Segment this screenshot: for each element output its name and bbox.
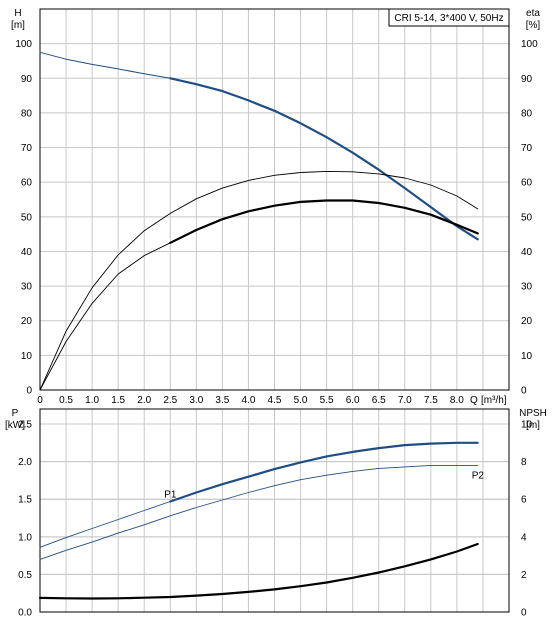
x-tick-label: 4.0 [241, 395, 255, 406]
lower-ticks: 0.0 0.5 1.0 1.5 2.0 2.5 0 2 4 6 8 10 [18, 420, 532, 619]
y-tick-label-right: 100 [521, 39, 538, 50]
lower-plot-frame [39, 408, 510, 613]
series-line-1-2 [39, 464, 479, 560]
y-axis-right-unit-top: [%] [526, 20, 541, 31]
y-tick-label-left: 2.0 [18, 457, 32, 468]
x-tick-label: 5.0 [294, 395, 308, 406]
y-tick-label-left: 1.0 [18, 532, 32, 543]
lower-grid [39, 409, 509, 613]
x-tick-label: 5.5 [320, 395, 334, 406]
y-axis-right-label-top: eta [526, 8, 540, 19]
y-axis-left-label-top: H [14, 8, 21, 19]
y-axis-right-unit-bottom: [m] [526, 420, 540, 431]
series-line-0-0 [39, 51, 171, 79]
y-tick-label-right: 8 [521, 457, 527, 468]
y-tick-label-left: 50 [21, 212, 33, 223]
x-tick-label: 7.0 [398, 395, 412, 406]
y-tick-label-right: 90 [521, 74, 533, 85]
series-label-p1: P1 [164, 489, 177, 500]
y-tick-label-left: 2.5 [18, 420, 32, 431]
y-tick-label-left: 100 [15, 39, 32, 50]
y-tick-label-right: 50 [521, 212, 533, 223]
y-tick-label-left: 20 [21, 316, 33, 327]
y-tick-label-left: 30 [21, 282, 33, 293]
chart-title: CRI 5-14, 3*400 V, 50Hz [394, 13, 503, 24]
y-tick-label-left: 80 [21, 108, 33, 119]
y-tick-label-right: 0 [521, 608, 527, 619]
series-line-1-0 [39, 501, 171, 548]
x-axis-unit: [m³/h] [481, 395, 507, 406]
series-line-0-1 [169, 77, 479, 241]
y-tick-label-right: 10 [521, 351, 533, 362]
series-line-1-1 [169, 441, 479, 503]
y-tick-label-right: 2 [521, 570, 527, 581]
y-tick-label-right: 4 [521, 532, 527, 543]
series-line-0-4 [169, 199, 479, 244]
y-tick-label-left: 40 [21, 247, 33, 258]
x-tick-label: 3.5 [215, 395, 229, 406]
y-tick-label-right: 0 [521, 386, 527, 397]
y-tick-label-left: 0 [26, 386, 32, 397]
y-axis-left-unit-top: [m] [11, 20, 25, 31]
y-tick-label-right: 30 [521, 282, 533, 293]
series-line-0-3 [39, 242, 171, 391]
y-tick-label-right: 70 [521, 143, 533, 154]
y-tick-label-right: 60 [521, 178, 533, 189]
series-line-1-3 [38, 542, 479, 600]
y-axis-right-label-bottom: NPSH [519, 408, 547, 419]
y-tick-label-left: 90 [21, 74, 33, 85]
y-axis-left-label-bottom: P [12, 408, 19, 419]
y-tick-label-left: 1.5 [18, 495, 32, 506]
lower-curves: P1 P2 [38, 441, 485, 600]
series-label-p2: P2 [472, 470, 485, 481]
x-tick-label: 1.5 [111, 395, 125, 406]
y-tick-label-right: 20 [521, 316, 533, 327]
x-tick-label: 8.0 [450, 395, 464, 406]
y-tick-label-right: 40 [521, 247, 533, 258]
y-tick-label-left: 10 [21, 351, 33, 362]
x-tick-label: 6.0 [346, 395, 360, 406]
y-tick-label-right: 6 [521, 495, 527, 506]
x-axis-label: Q [470, 395, 478, 406]
y-tick-label-right: 80 [521, 108, 533, 119]
upper-chart: CRI 5-14, 3*400 V, 50Hz H [m] eta [%] Q … [11, 8, 540, 406]
x-tick-label: 0.5 [59, 395, 73, 406]
x-tick-label: 7.5 [424, 395, 438, 406]
y-tick-label-left: 0.0 [18, 608, 32, 619]
chart-title-box [388, 8, 510, 27]
x-tick-label: 6.5 [372, 395, 386, 406]
x-tick-label: 2.0 [137, 395, 151, 406]
upper-curves [39, 51, 479, 391]
upper-ticks: 0 0.5 1.0 1.5 2.0 2.5 3.0 3.5 4.0 4.5 5.0 5.5 6.0 6.5… [15, 39, 538, 406]
y-tick-label-left: 70 [21, 143, 33, 154]
x-tick-label: 3.0 [189, 395, 203, 406]
x-tick-label: 1.0 [85, 395, 99, 406]
y-axis-left-unit-bottom: [kW] [5, 420, 25, 431]
upper-plot-frame [39, 8, 510, 391]
y-tick-label-left: 60 [21, 178, 33, 189]
upper-grid [39, 8, 509, 391]
y-tick-label-right: 10 [521, 420, 533, 431]
lower-chart: P [kW] NPSH [m] 0.0 0.5 1.0 1.5 2.0 2.5 0 2 4 6 8 1… [5, 408, 547, 619]
x-tick-label: 2.5 [163, 395, 177, 406]
series-line-0-2 [39, 170, 479, 391]
y-tick-label-left: 0.5 [18, 570, 32, 581]
x-tick-label: 4.5 [268, 395, 282, 406]
x-tick-label: 0 [37, 395, 43, 406]
